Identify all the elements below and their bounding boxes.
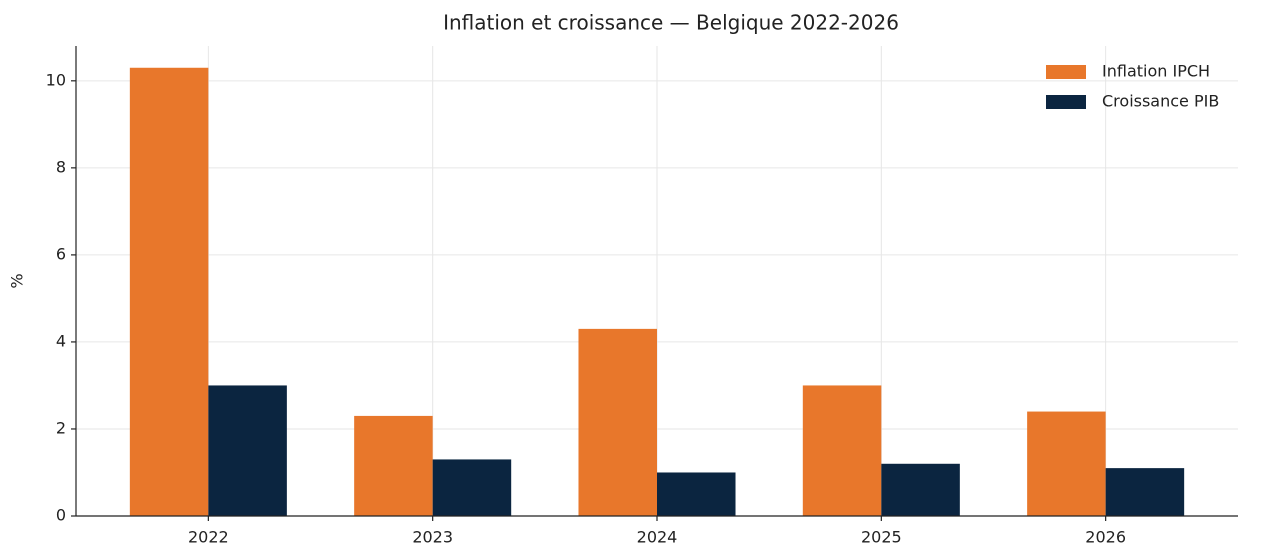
y-tick-label: 8 (56, 157, 66, 176)
bar (354, 415, 433, 516)
bar (432, 459, 512, 516)
legend-label: Croissance PIB (1102, 92, 1219, 111)
bar (208, 385, 287, 516)
y-tick-label: 10 (46, 70, 66, 89)
bar (129, 67, 209, 516)
bar (1027, 411, 1106, 516)
y-tick-label: 6 (56, 244, 66, 263)
legend-swatch (1046, 95, 1086, 109)
bar (802, 385, 882, 516)
chart-title: Inflation et croissance — Belgique 2022-… (443, 11, 899, 35)
legend-label: Inflation IPCH (1102, 62, 1210, 81)
bar (657, 472, 736, 516)
bar (578, 328, 657, 516)
legend-swatch (1046, 65, 1086, 79)
x-tick-label: 2024 (637, 528, 678, 547)
bar (1105, 468, 1185, 516)
x-tick-label: 2026 (1085, 528, 1126, 547)
bar (881, 463, 960, 516)
y-tick-label: 4 (56, 331, 66, 350)
y-tick-label: 2 (56, 418, 66, 437)
y-axis-label: % (8, 273, 27, 288)
x-tick-label: 2023 (412, 528, 453, 547)
y-tick-label: 0 (56, 506, 66, 525)
x-tick-label: 2025 (861, 528, 902, 547)
x-tick-label: 2022 (188, 528, 229, 547)
